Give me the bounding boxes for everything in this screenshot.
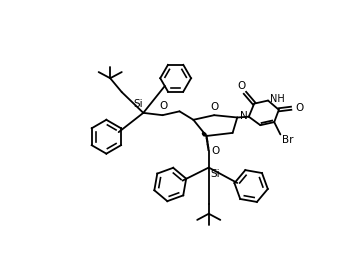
Text: Si: Si [133,99,143,109]
Text: O: O [210,102,218,112]
Text: O: O [295,103,303,113]
Text: O: O [238,81,246,91]
Text: NH: NH [270,94,285,104]
Text: Si: Si [210,169,220,179]
Text: O: O [159,101,167,110]
Text: O: O [212,146,220,156]
Text: Br: Br [282,135,293,145]
Text: N: N [240,111,248,121]
